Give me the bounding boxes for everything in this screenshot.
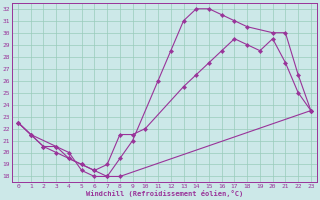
X-axis label: Windchill (Refroidissement éolien,°C): Windchill (Refroidissement éolien,°C)	[86, 190, 243, 197]
